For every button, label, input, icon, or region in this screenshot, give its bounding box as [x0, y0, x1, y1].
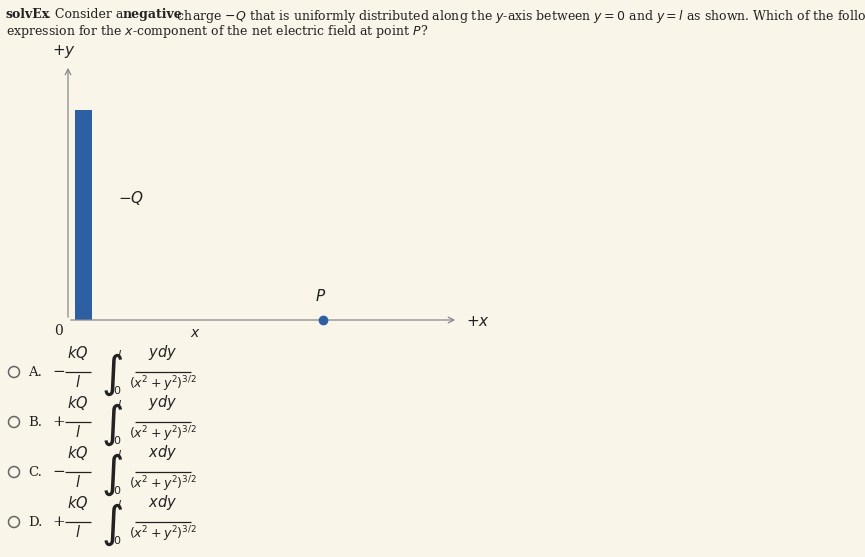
Text: $l$: $l$	[75, 524, 81, 540]
Text: $(x^2 + y^2)^{3/2}$: $(x^2 + y^2)^{3/2}$	[129, 424, 197, 443]
Text: $\int$: $\int$	[101, 402, 123, 448]
Text: $\int$: $\int$	[101, 452, 123, 498]
Text: $xdy$: $xdy$	[149, 493, 177, 512]
Text: D.: D.	[28, 515, 42, 529]
Text: 0: 0	[54, 324, 63, 338]
Bar	[75, 110, 92, 320]
Text: $ydy$: $ydy$	[149, 343, 177, 362]
Text: $- Q$: $- Q$	[118, 189, 144, 207]
Text: $kQ$: $kQ$	[67, 344, 89, 362]
Text: $(x^2 + y^2)^{3/2}$: $(x^2 + y^2)^{3/2}$	[129, 474, 197, 494]
Text: charge $-Q$ that is uniformly distributed along the $y$-axis between $y=0$ and $: charge $-Q$ that is uniformly distribute…	[173, 8, 865, 25]
Text: $kQ$: $kQ$	[67, 494, 89, 512]
Text: $ydy$: $ydy$	[149, 393, 177, 412]
Text: $0$: $0$	[113, 434, 121, 446]
Text: $0$: $0$	[113, 484, 121, 496]
Text: negative: negative	[123, 8, 183, 21]
Text: +: +	[52, 415, 65, 429]
Text: C.: C.	[28, 466, 42, 478]
Text: $0$: $0$	[113, 534, 121, 546]
Text: $l$: $l$	[117, 448, 122, 460]
Text: $l$: $l$	[75, 424, 81, 440]
Text: $l$: $l$	[75, 474, 81, 490]
Text: $(x^2 + y^2)^{3/2}$: $(x^2 + y^2)^{3/2}$	[129, 524, 197, 544]
Text: $xdy$: $xdy$	[149, 443, 177, 462]
Text: expression for the $x$-component of the net electric field at point $P$?: expression for the $x$-component of the …	[6, 23, 428, 40]
Text: . Consider a: . Consider a	[47, 8, 127, 21]
Text: $\int$: $\int$	[101, 352, 123, 398]
Text: A.: A.	[28, 365, 42, 379]
Text: $+ x$: $+ x$	[466, 315, 490, 329]
Text: B.: B.	[28, 416, 42, 428]
Text: $+y$: $+y$	[52, 43, 76, 60]
Text: $l$: $l$	[75, 374, 81, 390]
Text: $0$: $0$	[113, 384, 121, 396]
Text: $(x^2 + y^2)^{3/2}$: $(x^2 + y^2)^{3/2}$	[129, 374, 197, 394]
Text: $l$: $l$	[117, 348, 122, 360]
Text: $l$: $l$	[117, 498, 122, 510]
Text: solvEx: solvEx	[6, 8, 50, 21]
Text: $\int$: $\int$	[101, 502, 123, 548]
Text: $l$: $l$	[117, 398, 122, 410]
Text: $x$: $x$	[189, 326, 201, 340]
Text: +: +	[52, 515, 65, 529]
Text: $kQ$: $kQ$	[67, 394, 89, 412]
Text: −: −	[52, 365, 65, 379]
Text: $P$: $P$	[316, 288, 327, 304]
Text: $kQ$: $kQ$	[67, 444, 89, 462]
Text: −: −	[52, 465, 65, 479]
